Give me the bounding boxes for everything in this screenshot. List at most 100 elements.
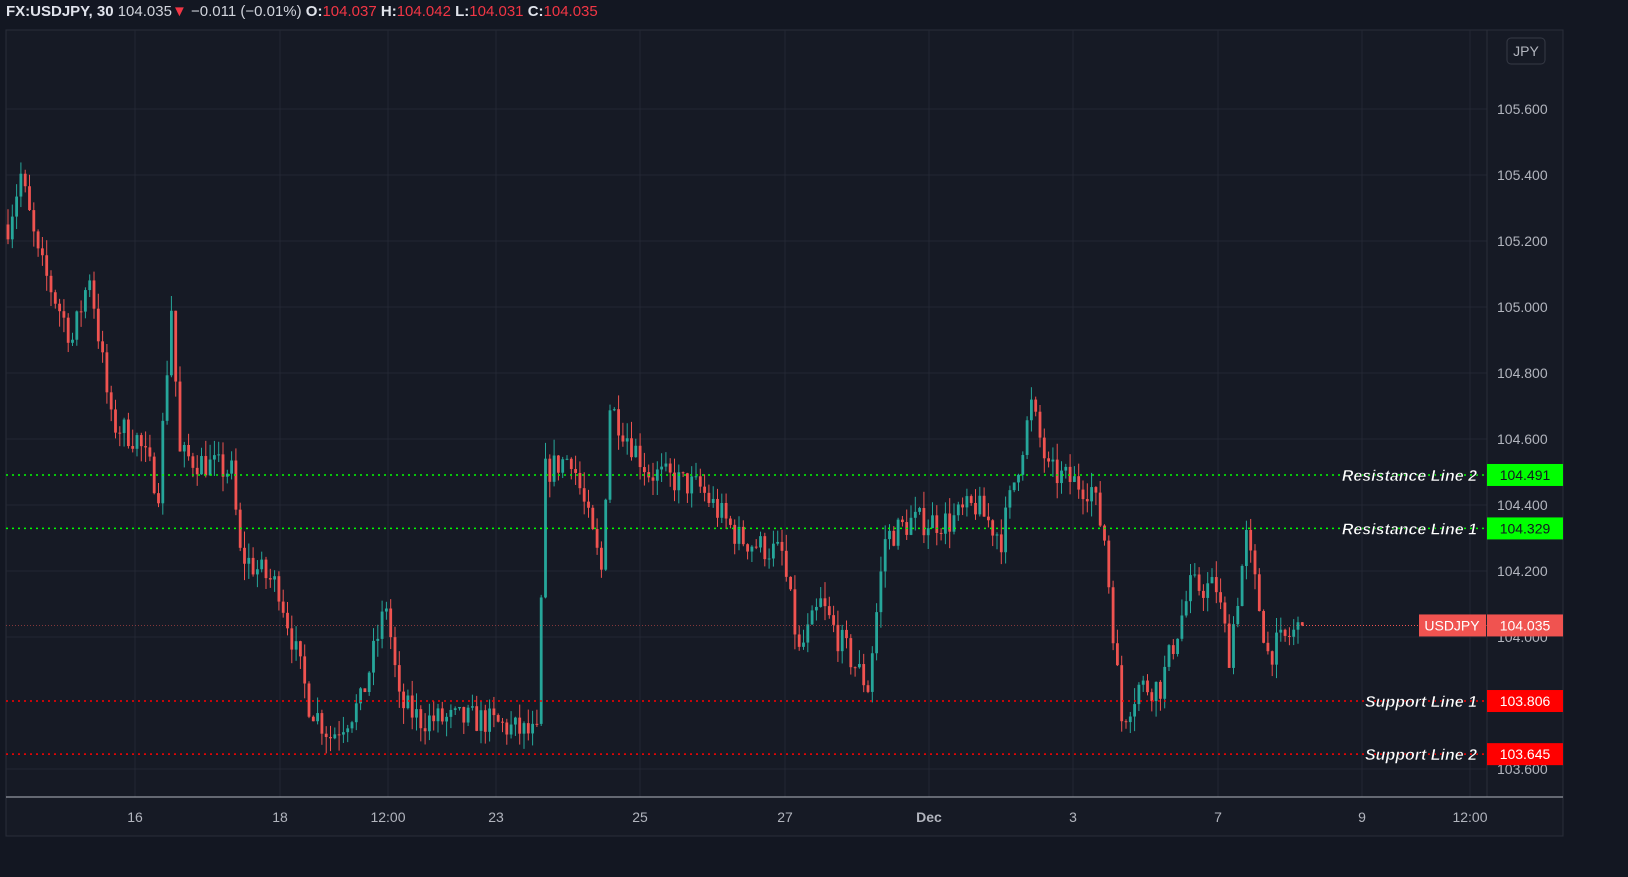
candle xyxy=(999,519,1003,565)
candle xyxy=(114,399,117,439)
candle xyxy=(789,576,792,592)
candle-body xyxy=(707,492,711,503)
candle-body xyxy=(866,685,870,692)
candle-body xyxy=(1154,681,1158,702)
candle xyxy=(479,700,483,744)
candle xyxy=(569,457,573,480)
candle xyxy=(987,503,990,528)
candle-body xyxy=(673,472,676,491)
candle xyxy=(195,455,199,486)
candle xyxy=(892,526,896,547)
candle-body xyxy=(1107,540,1111,588)
candle-body xyxy=(1103,525,1106,541)
level-label: Resistance Line 1 xyxy=(1342,521,1477,538)
candle xyxy=(445,713,448,737)
candle-body xyxy=(1236,605,1240,625)
candle xyxy=(1055,443,1059,499)
candle xyxy=(849,634,853,675)
candle xyxy=(509,711,513,739)
candle-body xyxy=(591,507,595,530)
candle-body xyxy=(931,515,934,529)
candle-body xyxy=(862,664,866,686)
candle xyxy=(359,687,362,711)
candle-body xyxy=(875,612,878,654)
candle-body xyxy=(303,656,307,684)
candle xyxy=(711,486,715,508)
candle-body xyxy=(1202,590,1205,598)
candle xyxy=(488,699,491,742)
candle-body xyxy=(737,526,741,544)
candle-body xyxy=(324,733,328,738)
candle xyxy=(634,438,638,458)
candle-body xyxy=(217,454,221,456)
candle xyxy=(251,547,255,577)
candle-body xyxy=(23,173,27,187)
time-tick-label: 3 xyxy=(1069,809,1077,825)
time-tick-label: 16 xyxy=(127,809,143,825)
candle xyxy=(686,472,689,503)
candle-body xyxy=(62,311,66,318)
candle-body xyxy=(105,352,109,393)
candle xyxy=(1202,584,1205,611)
candle-body xyxy=(1120,665,1124,722)
candle-body xyxy=(961,504,964,508)
price-axis[interactable]: 105.600 105.400 105.200 105.000 104.800 104.6… xyxy=(1497,101,1548,777)
currency-label[interactable]: JPY xyxy=(1513,43,1539,59)
candle xyxy=(1064,463,1068,479)
candle xyxy=(1288,627,1291,646)
candle xyxy=(651,462,655,496)
candle xyxy=(1077,463,1081,499)
candle-body xyxy=(557,455,560,473)
candle xyxy=(754,539,758,550)
candle-body xyxy=(1180,615,1184,639)
candle xyxy=(1292,619,1296,646)
candle xyxy=(1171,639,1175,660)
currency-button[interactable]: JPY xyxy=(1506,37,1546,65)
candle-body xyxy=(475,706,479,731)
candle-body xyxy=(746,544,749,552)
candle-body xyxy=(178,381,182,452)
candle-body xyxy=(230,460,233,474)
level-price-text: 104.491 xyxy=(1500,467,1551,483)
candle-body xyxy=(329,737,332,739)
candle-body xyxy=(922,508,926,536)
time-axis[interactable]: 16 18 12:00 23 25 27 Dec 3 7 9 12:00 xyxy=(127,809,1488,825)
candle-body xyxy=(1288,635,1291,637)
candle xyxy=(780,529,784,566)
candle-body xyxy=(853,667,857,669)
candle-body xyxy=(337,734,341,736)
candle-body xyxy=(509,724,513,735)
candle xyxy=(595,518,599,555)
candle xyxy=(883,525,887,588)
candle xyxy=(200,447,203,475)
candle-body xyxy=(514,717,517,725)
candle xyxy=(690,466,694,508)
candle-body xyxy=(888,530,891,540)
candle xyxy=(514,716,517,736)
candle xyxy=(157,482,160,508)
candle-body xyxy=(926,528,930,536)
candle-body xyxy=(879,571,883,613)
candle-body xyxy=(630,438,633,458)
candle-body xyxy=(445,716,448,722)
candle xyxy=(316,697,319,725)
candle xyxy=(53,289,57,309)
last-price: 104.035 xyxy=(117,3,172,20)
candle-body xyxy=(819,598,823,607)
candle-body xyxy=(1146,680,1149,693)
candle xyxy=(694,462,698,480)
candle-body xyxy=(1249,529,1253,551)
candle-body xyxy=(913,511,917,518)
symbol-name[interactable]: FX:USDJPY, 30 xyxy=(6,3,114,20)
candle-body xyxy=(1167,645,1171,667)
candle-body xyxy=(505,722,509,735)
candle-body xyxy=(750,546,754,552)
candle xyxy=(1107,535,1111,594)
candle xyxy=(625,423,629,455)
candle xyxy=(182,441,186,468)
candle xyxy=(1021,451,1025,481)
candle xyxy=(127,412,130,449)
level-label: Resistance Line 2 xyxy=(1342,468,1477,485)
candle-body xyxy=(690,476,694,494)
